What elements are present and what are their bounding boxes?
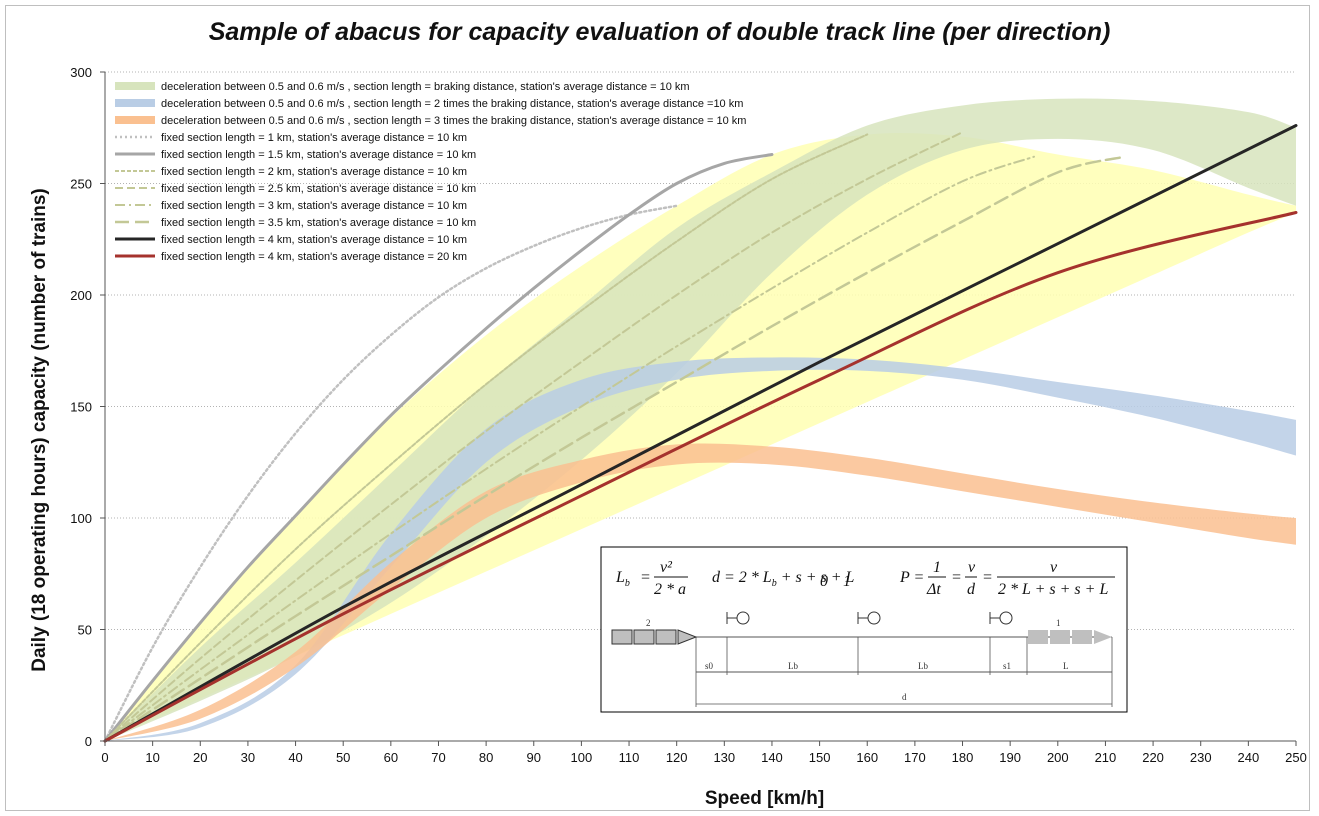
dim-d-label: d	[902, 692, 907, 702]
x-tick-label: 130	[713, 750, 735, 765]
inset-box	[600, 546, 1128, 713]
x-tick-label: 110	[619, 750, 640, 765]
x-axis-label: Speed [km/h]	[704, 788, 825, 809]
y-tick-label: 150	[70, 400, 92, 415]
y-tick-label: 100	[70, 511, 92, 526]
x-tick-label: 40	[288, 750, 302, 765]
legend-entry: deceleration between 0.5 and 0.6 m/s , s…	[161, 115, 746, 127]
series-line-2	[103, 153, 774, 743]
x-tick-label: 140	[761, 750, 783, 765]
x-tick-label: 90	[527, 750, 541, 765]
y-tick-label: 200	[70, 288, 92, 303]
series-layer	[103, 124, 1298, 743]
series-line-5	[104, 155, 1035, 742]
dim-s1-label: s1	[1003, 661, 1011, 671]
y-tick-label: 50	[78, 623, 92, 638]
legend: deceleration between 0.5 and 0.6 m/s , s…	[115, 81, 746, 263]
x-tick-label: 160	[856, 750, 878, 765]
x-tick-label: 230	[1190, 750, 1212, 765]
eq-lb-denominator: 2 * a	[654, 581, 686, 598]
eq-d-sub-0: 0	[820, 573, 828, 590]
dim-s0-label: s0	[705, 661, 714, 671]
legend-entry: fixed section length = 1 km, station's a…	[161, 132, 467, 144]
signal-icon	[726, 611, 750, 625]
series-line-7	[103, 124, 1298, 743]
legend-swatch	[115, 82, 155, 90]
eq-p-equals3: =	[982, 569, 993, 586]
eq-lb-label: Lb	[615, 569, 630, 589]
band-area-1	[105, 98, 1296, 741]
series-line-1	[103, 204, 678, 743]
x-tick-label: 60	[384, 750, 398, 765]
x-tick-label: 210	[1095, 750, 1117, 765]
dim-lb-label: Lb	[788, 661, 798, 671]
x-tick-label: 20	[193, 750, 207, 765]
eq-p-den3: 2 * L + s + s + L	[998, 581, 1108, 598]
eq-d: d = 2 * Lb + s + s + L	[712, 569, 855, 589]
x-tick-label: 220	[1142, 750, 1164, 765]
eq-d-sub-1: 1	[843, 573, 851, 590]
x-tick-label: 80	[479, 750, 493, 765]
x-tick-label: 10	[145, 750, 159, 765]
formula-inset: Lb = v² 2 * a d = 2 * Lb + s + s + L 0 1…	[600, 546, 1128, 713]
legend-entry: fixed section length = 2.5 km, station's…	[161, 183, 476, 195]
axes: 0 10 20 30 40 50 60 70 80 90 100 110 120 130 140 150 160…	[70, 65, 1307, 765]
band-layer	[105, 98, 1296, 741]
x-tick-label: 70	[431, 750, 445, 765]
eq-p-num3: v	[1050, 559, 1058, 576]
legend-entry: deceleration between 0.5 and 0.6 m/s , s…	[161, 98, 743, 110]
legend-swatch	[115, 99, 155, 107]
eq-p-den1: Δt	[926, 581, 941, 598]
x-tick-label: 100	[571, 750, 593, 765]
legend-entry: fixed section length = 3.5 km, station's…	[161, 217, 476, 229]
legend-entry: fixed section length = 2 km, station's a…	[161, 166, 467, 178]
train-2-label: 2	[646, 618, 651, 628]
y-tick-label: 0	[85, 734, 92, 749]
legend-entry: fixed section length = 1.5 km, station's…	[161, 149, 476, 161]
chart-title: Sample of abacus for capacity evaluation…	[208, 18, 1111, 46]
eq-p-num2: v	[968, 559, 976, 576]
y-tick-label: 250	[70, 177, 92, 192]
eq-p-equals2: =	[951, 569, 962, 586]
x-tick-label: 150	[809, 750, 831, 765]
x-tick-label: 240	[1238, 750, 1260, 765]
x-tick-label: 250	[1285, 750, 1307, 765]
x-tick-label: 120	[666, 750, 688, 765]
eq-p-label: P =	[899, 569, 924, 586]
eq-lb-numerator: v²	[660, 559, 673, 576]
dim-lb-label-2: Lb	[918, 661, 928, 671]
legend-entry: fixed section length = 4 km, station's a…	[161, 234, 467, 246]
legend-swatch	[115, 116, 155, 124]
x-tick-label: 170	[904, 750, 926, 765]
x-tick-label: 190	[999, 750, 1021, 765]
signal-icon	[857, 611, 881, 625]
series-line-3	[104, 133, 869, 742]
y-tick-label: 300	[70, 65, 92, 80]
train-2-icon	[611, 629, 698, 645]
x-tick-label: 50	[336, 750, 350, 765]
legend-entry: fixed section length = 3 km, station's a…	[161, 200, 467, 212]
dim-l-label: L	[1063, 661, 1069, 671]
x-tick-label: 0	[101, 750, 108, 765]
train-1-icon	[1028, 630, 1112, 644]
series-line-4	[104, 131, 964, 742]
signal-icon	[989, 611, 1013, 625]
chart-frame	[5, 5, 1310, 811]
eq-lb-equals: =	[640, 569, 651, 586]
x-tick-label: 180	[952, 750, 974, 765]
x-tick-label: 200	[1047, 750, 1069, 765]
eq-p-num1: 1	[933, 559, 941, 576]
series-line-8	[103, 210, 1298, 743]
x-tick-label: 30	[241, 750, 255, 765]
series-line-6	[103, 155, 1126, 743]
train-1-label: 1	[1056, 618, 1061, 628]
legend-entry: deceleration between 0.5 and 0.6 m/s , s…	[161, 81, 690, 93]
eq-p-den2: d	[967, 581, 976, 598]
legend-entry: fixed section length = 4 km, station's a…	[161, 251, 467, 263]
